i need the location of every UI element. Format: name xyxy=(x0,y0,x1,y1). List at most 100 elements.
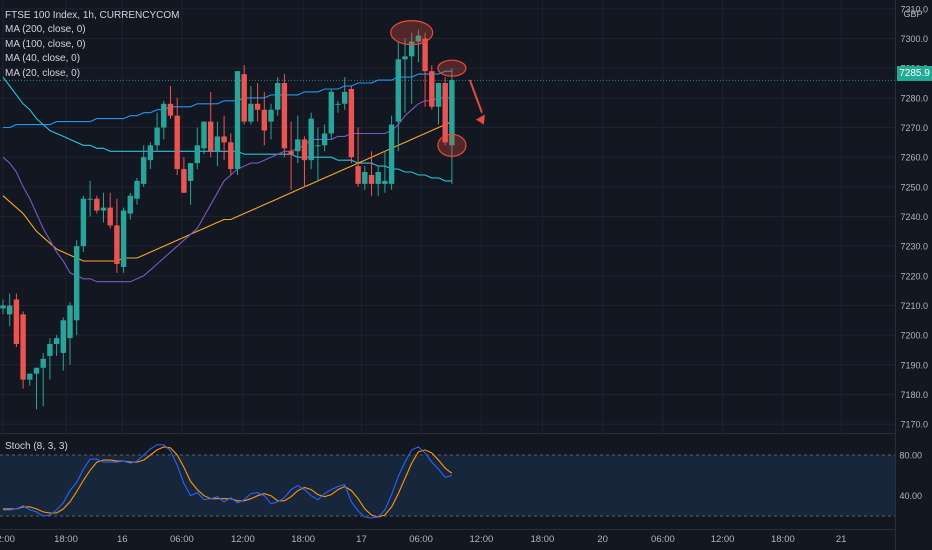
candle[interactable] xyxy=(375,166,381,196)
candle-body xyxy=(147,145,154,161)
candle-body xyxy=(0,305,6,309)
candle[interactable] xyxy=(181,157,187,193)
highlight-ellipse-top[interactable] xyxy=(390,20,434,46)
time-tick-label: 18:00 xyxy=(291,534,315,545)
candle[interactable] xyxy=(194,127,200,170)
candle-body xyxy=(261,109,267,131)
candle[interactable] xyxy=(7,293,13,327)
candle[interactable] xyxy=(415,29,422,63)
down-arrow-shaft[interactable] xyxy=(468,79,483,114)
candle[interactable] xyxy=(221,115,227,161)
candle[interactable] xyxy=(161,100,167,140)
candle[interactable] xyxy=(100,192,107,223)
candle[interactable] xyxy=(94,195,100,214)
stoch-legend[interactable]: Stoch (8, 3, 3) xyxy=(5,441,68,452)
candle-body xyxy=(94,198,100,211)
candle[interactable] xyxy=(321,124,328,152)
candle[interactable] xyxy=(208,91,214,158)
legend-ma20[interactable]: MA (20, close, 0) xyxy=(5,67,81,79)
highlight-ellipse-low[interactable] xyxy=(437,133,467,157)
candle[interactable] xyxy=(174,97,180,175)
candle-body xyxy=(194,145,200,164)
candle-body xyxy=(100,207,107,211)
candle[interactable] xyxy=(281,74,288,158)
stoch-k-line[interactable] xyxy=(3,444,453,519)
candle[interactable] xyxy=(60,317,66,371)
candle[interactable] xyxy=(27,373,33,386)
ma200-line[interactable] xyxy=(3,70,452,129)
candle-body xyxy=(161,103,167,128)
candle[interactable] xyxy=(87,180,93,217)
candle[interactable] xyxy=(0,299,6,315)
candle[interactable] xyxy=(335,100,341,113)
legend-ma40[interactable]: MA (40, close, 0) xyxy=(5,53,81,65)
candle[interactable] xyxy=(154,112,160,152)
candle[interactable] xyxy=(308,112,314,170)
candle-body xyxy=(295,139,301,152)
candle[interactable] xyxy=(261,91,267,146)
candle[interactable] xyxy=(47,338,53,380)
candle-body xyxy=(288,151,294,155)
candle[interactable] xyxy=(67,302,73,365)
candle-body xyxy=(254,103,261,110)
candle[interactable] xyxy=(449,68,455,184)
candle[interactable] xyxy=(53,335,60,356)
candle[interactable] xyxy=(301,136,308,187)
candle[interactable] xyxy=(368,151,375,196)
candle[interactable] xyxy=(268,103,274,140)
candle[interactable] xyxy=(107,192,113,229)
legend-ma100[interactable]: MA (100, close, 0) xyxy=(5,38,86,50)
candle[interactable] xyxy=(167,86,174,119)
candle[interactable] xyxy=(33,367,40,410)
candle[interactable] xyxy=(214,121,221,167)
candle[interactable] xyxy=(328,88,334,140)
candle[interactable] xyxy=(275,77,281,116)
candle[interactable] xyxy=(134,177,140,205)
down-arrow-head[interactable] xyxy=(475,114,485,125)
candle[interactable] xyxy=(20,311,26,389)
candle-body xyxy=(402,56,408,60)
candle[interactable] xyxy=(74,240,80,336)
candle[interactable] xyxy=(13,293,20,347)
ma100-line[interactable] xyxy=(2,76,452,182)
candle[interactable] xyxy=(141,145,147,187)
candle[interactable] xyxy=(40,352,46,407)
candle[interactable] xyxy=(388,115,395,190)
candle[interactable] xyxy=(201,121,207,155)
candle[interactable] xyxy=(442,77,448,146)
candle-body xyxy=(208,121,214,152)
candle[interactable] xyxy=(429,65,435,110)
candle[interactable] xyxy=(127,192,133,220)
legend-ma200[interactable]: MA (200, close, 0) xyxy=(5,24,86,36)
candle[interactable] xyxy=(120,207,127,273)
candle[interactable] xyxy=(435,83,442,125)
candle[interactable] xyxy=(147,142,154,170)
candle[interactable] xyxy=(422,32,428,107)
candle[interactable] xyxy=(342,77,348,110)
candle-body xyxy=(74,246,80,321)
candle[interactable] xyxy=(80,195,87,253)
candle[interactable] xyxy=(402,38,408,113)
candle[interactable] xyxy=(228,133,234,175)
candle[interactable] xyxy=(355,127,361,187)
candle[interactable] xyxy=(382,151,388,193)
candle[interactable] xyxy=(187,163,194,205)
candle[interactable] xyxy=(241,65,247,125)
candle-body xyxy=(87,198,93,200)
candle[interactable] xyxy=(348,86,355,164)
chart-title[interactable]: FTSE 100 Index, 1h, CURRENCYCOM xyxy=(5,10,180,21)
candle[interactable] xyxy=(315,127,321,181)
candle-body xyxy=(181,169,187,193)
candle[interactable] xyxy=(295,115,301,164)
candle[interactable] xyxy=(248,86,254,125)
candle[interactable] xyxy=(254,83,261,122)
candle[interactable] xyxy=(114,198,120,273)
candle[interactable] xyxy=(362,166,368,190)
candle-body xyxy=(7,305,13,315)
candle[interactable] xyxy=(288,121,294,190)
candle-body xyxy=(415,35,422,42)
highlight-ellipse-right[interactable] xyxy=(437,59,467,77)
candle[interactable] xyxy=(395,41,401,152)
candle[interactable] xyxy=(234,71,241,175)
